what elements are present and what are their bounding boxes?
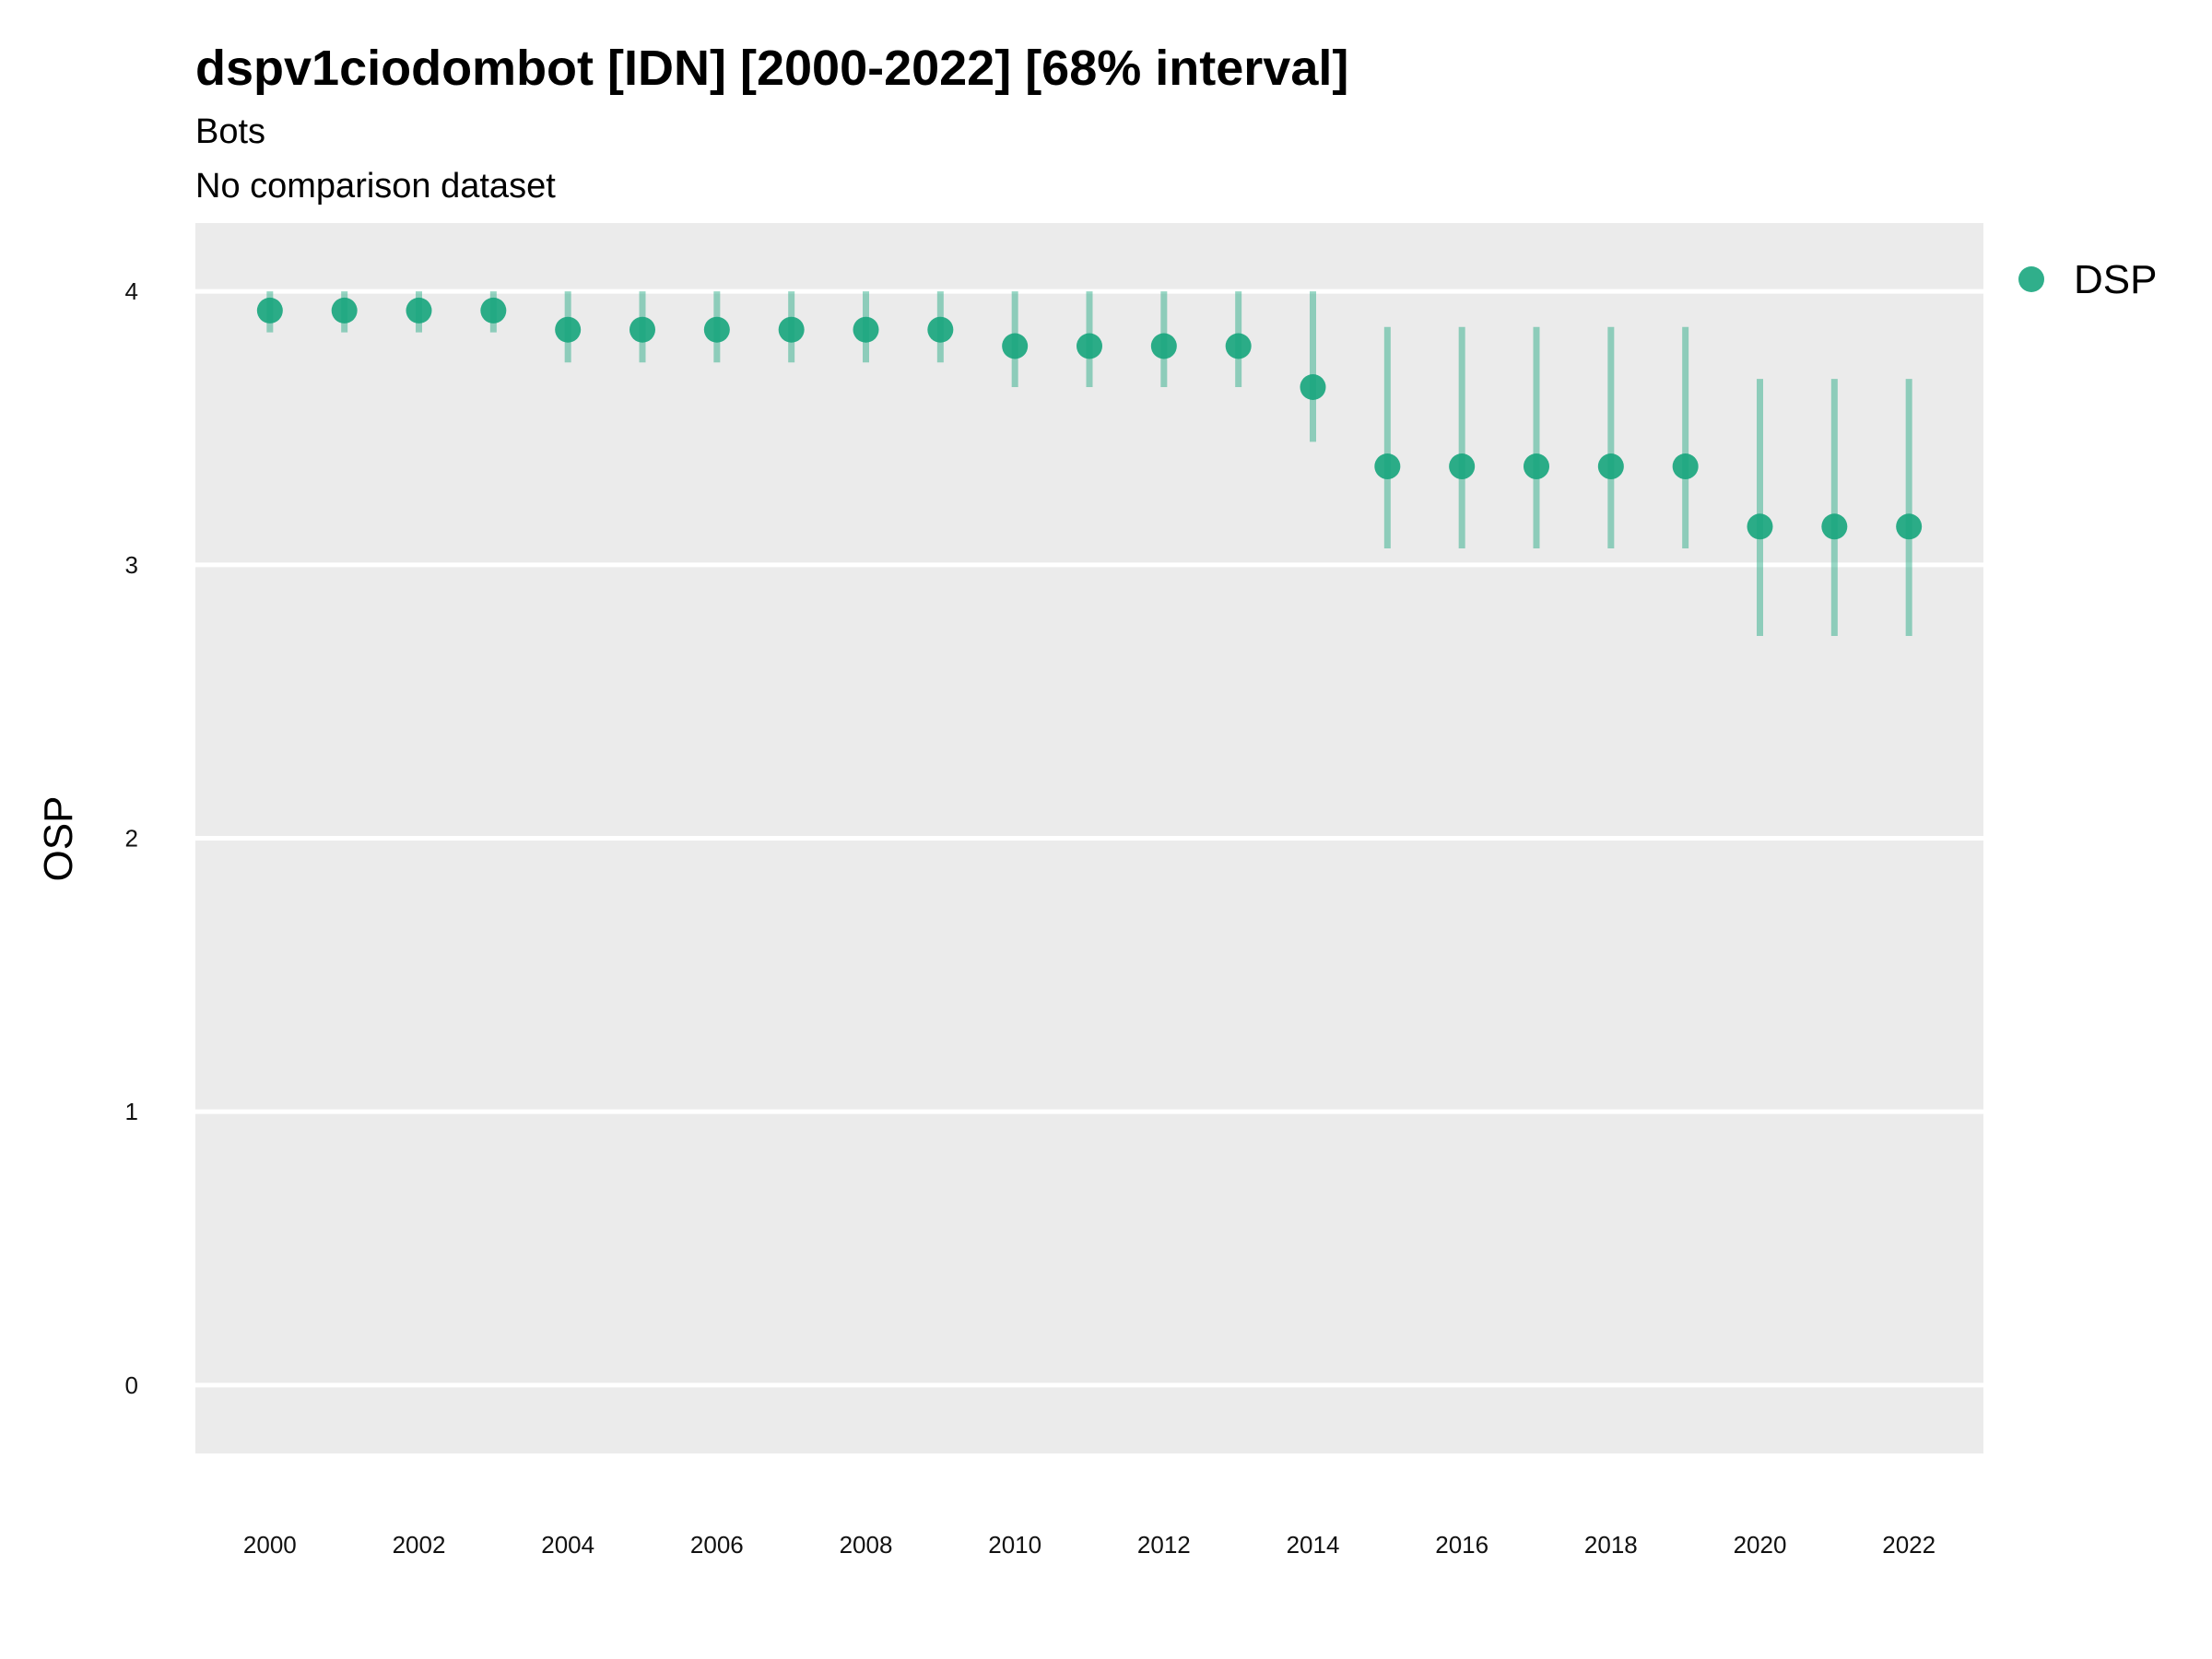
data-point-2008 [853,316,879,343]
data-point-2002 [406,297,432,324]
x-tick-label-2008: 2008 [840,1531,893,1559]
y-tick-label-2: 2 [125,825,138,853]
x-tick-label-2012: 2012 [1137,1531,1191,1559]
data-point-2007 [778,316,805,343]
data-point-2005 [629,316,655,343]
x-tick-label-2006: 2006 [690,1531,744,1559]
y-axis-label: OSP [36,796,81,882]
y-axis-ticks: 0 1 2 3 4 [125,277,138,1399]
chart-title: dspv1ciodombot [IDN] [2000-2022] [68% in… [195,41,1348,96]
y-tick-label-0: 0 [125,1371,138,1399]
y-tick-label-4: 4 [125,277,138,305]
data-point-2014 [1300,374,1326,400]
x-tick-label-2018: 2018 [1584,1531,1638,1559]
data-point-2001 [331,297,358,324]
data-point-2012 [1150,333,1177,359]
x-tick-label-2020: 2020 [1734,1531,1787,1559]
data-point-2015 [1374,453,1401,480]
data-point-2021 [1821,513,1848,540]
data-point-2003 [480,297,507,324]
x-tick-label-2016: 2016 [1435,1531,1488,1559]
x-tick-label-2010: 2010 [988,1531,1041,1559]
x-tick-label-2000: 2000 [243,1531,297,1559]
data-points [256,297,1923,540]
legend: DSP [2018,257,2157,302]
y-tick-label-3: 3 [125,551,138,579]
data-point-2017 [1524,453,1549,480]
x-tick-label-2004: 2004 [541,1531,594,1559]
x-tick-label-2014: 2014 [1287,1531,1340,1559]
chart-caption: No comparison dataset [195,167,556,206]
data-point-2022 [1896,513,1923,540]
x-tick-label-2002: 2002 [393,1531,446,1559]
data-point-2009 [927,316,954,343]
legend-marker-dsp [2018,266,2044,292]
x-tick-label-2022: 2022 [1882,1531,1936,1559]
data-point-2018 [1597,453,1624,480]
data-point-2020 [1747,513,1773,540]
data-point-2011 [1077,333,1102,359]
data-point-2004 [555,316,582,343]
y-tick-label-1: 1 [125,1098,138,1125]
legend-label-dsp: DSP [2074,257,2157,302]
data-point-2013 [1225,333,1252,359]
data-point-2006 [703,316,730,343]
data-point-2010 [1002,333,1029,359]
chart-subtitle: Bots [195,112,265,151]
grid-lines [195,288,1983,1388]
data-point-2019 [1672,453,1699,480]
x-axis-ticks: 2000 2002 2004 2006 2008 2010 2012 2014 2016 2018… [243,1531,1936,1559]
data-point-2000 [256,297,283,324]
data-point-2016 [1449,453,1476,480]
